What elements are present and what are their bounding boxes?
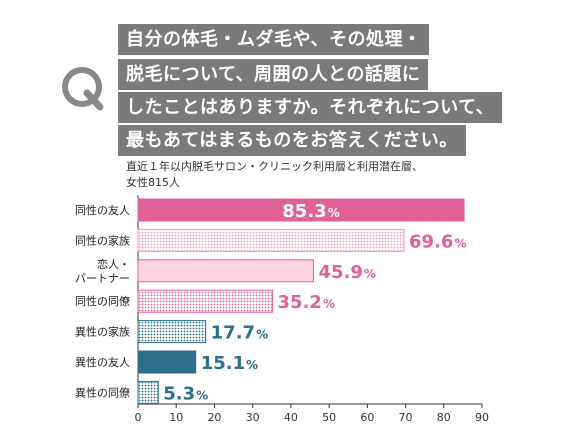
value-label: 35.2% bbox=[278, 292, 335, 313]
value-label: 85.3% bbox=[282, 201, 339, 222]
question-line-1: 自分の体毛・ムダ毛や、その処理・ bbox=[118, 24, 430, 55]
x-tick-label: 0 bbox=[135, 411, 142, 424]
bar bbox=[137, 259, 314, 283]
category-label: 同性の同僚 bbox=[75, 294, 130, 308]
bar bbox=[137, 228, 405, 252]
x-tick-label: 10 bbox=[169, 411, 183, 424]
category-label: 異性の家族 bbox=[75, 325, 130, 339]
value-label: 69.6% bbox=[409, 231, 466, 252]
category-label: 異性の友人 bbox=[75, 355, 130, 369]
x-tick-label: 20 bbox=[207, 411, 221, 424]
question-line-3: したことはありますか。それぞれについて、 bbox=[118, 92, 503, 123]
category-label: 異性の同僚 bbox=[75, 385, 130, 399]
bar bbox=[137, 198, 465, 222]
respondent-note-line-2: 女性815人 bbox=[126, 176, 180, 189]
bar bbox=[137, 320, 207, 344]
question-line-4: 最もあてはまるものをお答えください。 bbox=[118, 125, 466, 156]
value-label: 17.7% bbox=[211, 323, 268, 344]
question-q-icon bbox=[62, 67, 104, 111]
category-label: 恋人・パートナー bbox=[75, 257, 130, 285]
respondent-note: 直近１年以内脱毛サロン・クリニック利用層と利用潜在層、 女性815人 bbox=[126, 159, 423, 191]
bar bbox=[137, 350, 197, 374]
question-line-2: 脱毛について、周囲の人との話題に bbox=[118, 59, 429, 90]
x-tick-label: 80 bbox=[437, 411, 451, 424]
bar bbox=[137, 380, 159, 404]
value-label: 5.3% bbox=[163, 383, 208, 404]
x-tick-label: 30 bbox=[246, 411, 260, 424]
bar bbox=[137, 289, 274, 313]
category-label: 同性の友人 bbox=[75, 203, 130, 217]
respondent-note-line-1: 直近１年以内脱毛サロン・クリニック利用層と利用潜在層、 bbox=[126, 160, 423, 173]
value-label: 45.9% bbox=[318, 262, 375, 283]
category-label: 同性の家族 bbox=[75, 233, 130, 247]
x-tick-label: 50 bbox=[322, 411, 336, 424]
x-tick-label: 90 bbox=[475, 411, 489, 424]
x-tick-label: 70 bbox=[399, 411, 413, 424]
value-label: 15.1% bbox=[201, 353, 258, 374]
x-tick-label: 40 bbox=[284, 411, 298, 424]
x-tick-label: 60 bbox=[360, 411, 374, 424]
